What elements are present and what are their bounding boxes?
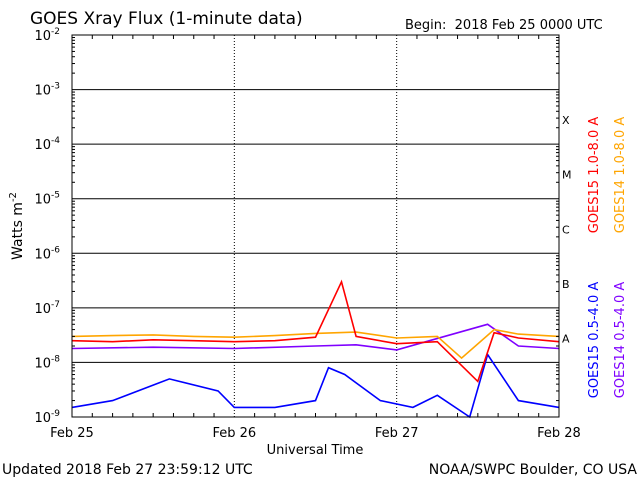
begin-label: Begin: 2018 Feb 25 0000 UTC	[405, 18, 603, 33]
legend: GOES15 1.0-8.0 A GOES14 1.0-8.0 A GOES15 0…	[587, 117, 628, 399]
x-axis: Feb 25 Feb 26 Feb 27 Feb 28	[50, 35, 581, 441]
flare-class-label: C	[562, 223, 570, 236]
y-tick-label: 10-3	[34, 82, 60, 99]
series-layer	[71, 279, 560, 419]
x-tick-label: Feb 26	[212, 426, 256, 441]
flare-class-label: X	[562, 114, 570, 127]
series-line	[71, 323, 560, 351]
y-tick-label: 10-4	[34, 136, 60, 153]
credit-label: NOAA/SWPC Boulder, CO USA	[429, 462, 638, 478]
x-tick-label: Feb 25	[50, 426, 94, 441]
y-axis-label-exponent: -2	[8, 192, 19, 202]
legend-entry: GOES14 0.5-4.0 A	[613, 282, 628, 399]
series-line	[71, 328, 560, 360]
y-tick-label: 10-7	[34, 300, 60, 317]
legend-entry: GOES14 1.0-8.0 A	[613, 117, 628, 234]
x-tick-label: Feb 27	[375, 426, 419, 441]
flare-class-labels: X M C B A	[562, 114, 572, 345]
y-tick-label: 10-5	[34, 191, 60, 208]
x-axis-label: Universal Time	[267, 443, 364, 458]
series-line	[71, 352, 560, 419]
y-tick-label: 10-2	[34, 27, 60, 44]
flare-class-label: B	[562, 278, 570, 291]
flare-class-label: M	[562, 169, 572, 182]
y-tick-label: 10-6	[34, 245, 60, 262]
series-line	[71, 279, 560, 383]
y-axis-label: Watts m-2	[8, 192, 26, 260]
y-tick-label: 10-8	[34, 354, 60, 371]
y-axis: 10-2 10-3 10-4 10-5 10-6 10-7 10-8 10-9	[34, 27, 559, 426]
chart-title: GOES Xray Flux (1-minute data)	[30, 9, 303, 29]
legend-entry: GOES15 0.5-4.0 A	[587, 282, 602, 399]
grid	[72, 35, 559, 417]
y-tick-label: 10-9	[34, 409, 60, 426]
updated-label: Updated 2018 Feb 27 23:59:12 UTC	[2, 462, 253, 478]
flare-class-label: A	[562, 332, 570, 345]
x-tick-label: Feb 28	[537, 426, 581, 441]
legend-entry: GOES15 1.0-8.0 A	[587, 117, 602, 234]
